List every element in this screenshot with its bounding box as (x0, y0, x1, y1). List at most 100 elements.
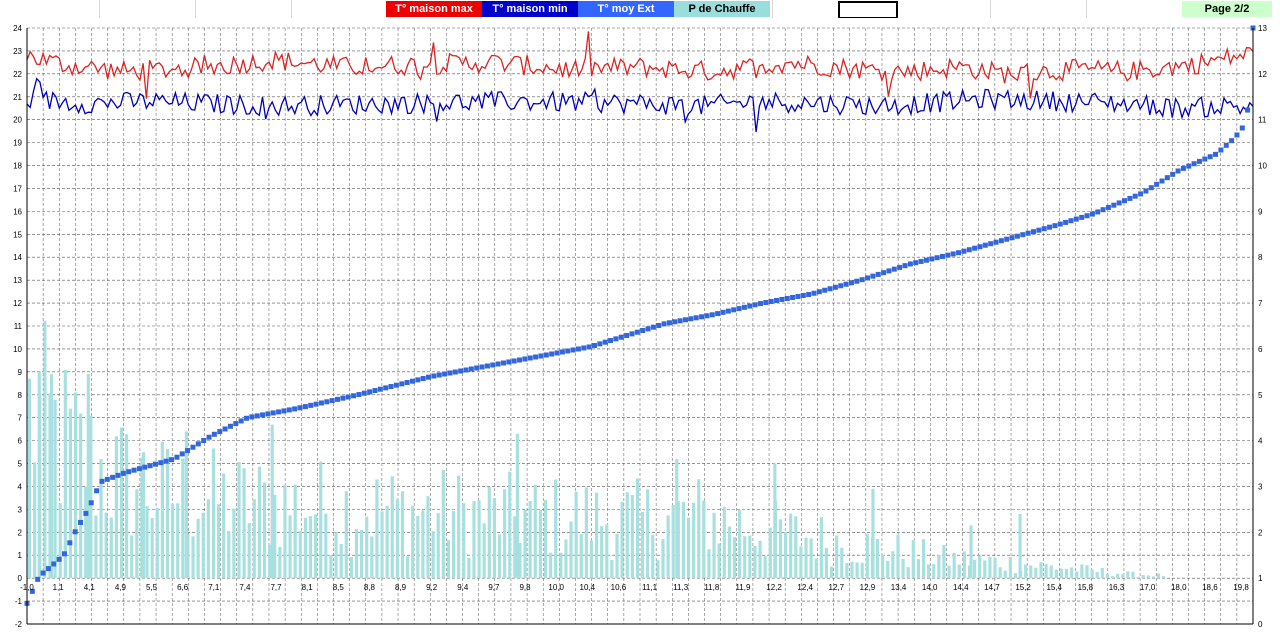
heating-bar (135, 489, 139, 579)
ext-temp-point (468, 366, 474, 372)
ext-temp-point (934, 255, 940, 261)
ext-temp-point (83, 510, 89, 516)
ext-temp-point (61, 551, 67, 557)
column-divider (99, 0, 100, 18)
heating-bar (1116, 573, 1120, 579)
ext-temp-point (613, 336, 619, 342)
ext-temp-point (966, 247, 972, 253)
heating-bar (141, 452, 146, 579)
heating-bar (850, 561, 854, 579)
ext-temp-point (1009, 235, 1015, 241)
ext-temp-point (1100, 207, 1106, 213)
left-axis-tick-label: 5 (18, 460, 23, 469)
ext-temp-point (393, 382, 399, 388)
heating-bar (1156, 573, 1161, 579)
ext-temp-point (1079, 214, 1085, 220)
x-axis-tick-label: 17,0 (1140, 583, 1156, 592)
heating-bar (150, 518, 154, 579)
left-axis-tick-label: 10 (13, 345, 22, 354)
ext-temp-point (913, 260, 919, 266)
ext-temp-point (431, 373, 437, 379)
heating-bar (1075, 571, 1079, 579)
heating-bar (472, 501, 476, 579)
heating-bar (942, 544, 946, 579)
heating-bar (911, 539, 915, 579)
heating-bar (809, 538, 813, 579)
heating-bar (1029, 565, 1033, 579)
heating-bar (303, 517, 307, 579)
ext-temp-point (292, 406, 298, 412)
heating-bar (395, 499, 399, 579)
heating-bar (1162, 576, 1166, 579)
ext-temp-point (399, 381, 405, 387)
left-axis-tick-label: 3 (18, 505, 23, 514)
legend-min-temp: T° maison min (482, 1, 578, 17)
heating-bar (37, 371, 41, 579)
heating-bar (1003, 570, 1007, 579)
x-axis-tick-label: 12,2 (766, 583, 782, 592)
heating-bar (184, 431, 188, 579)
heating-bar (732, 537, 737, 579)
heating-bar (360, 529, 364, 579)
ext-temp-point (918, 258, 924, 264)
ext-temp-point (709, 312, 715, 318)
ext-temp-point (784, 295, 790, 301)
heating-bar (675, 458, 679, 579)
ext-temp-point (356, 392, 362, 398)
ext-temp-point (500, 360, 506, 366)
heating-bar (206, 499, 210, 579)
ext-temp-point (848, 280, 854, 286)
heating-bar (49, 374, 54, 579)
ext-temp-point (131, 467, 137, 473)
heating-bar (513, 516, 517, 579)
heating-bar (763, 555, 767, 579)
x-axis-tick-label: 8,5 (333, 583, 345, 592)
ext-temp-point (923, 257, 929, 263)
heating-bar (605, 524, 609, 579)
left-axis-tick-label: 2 (18, 528, 23, 537)
heating-bar (329, 554, 333, 579)
ext-temp-point (211, 431, 217, 437)
ext-temp-point (495, 361, 501, 367)
heating-bar (651, 535, 655, 579)
heating-bar (1049, 565, 1053, 579)
heating-bar (79, 413, 83, 579)
heating-bar (962, 551, 966, 579)
heating-bar (344, 491, 348, 579)
ext-temp-point (575, 346, 581, 352)
heating-bar (33, 462, 37, 579)
heating-bar (1059, 568, 1064, 579)
ext-temp-point (474, 365, 480, 371)
heating-bar (324, 513, 328, 579)
heating-bar (104, 512, 108, 579)
column-divider (772, 0, 773, 18)
ext-temp-point (1127, 195, 1133, 201)
heating-bar (1126, 571, 1130, 579)
heating-bar (824, 548, 829, 579)
ext-temp-point (859, 277, 865, 283)
ext-temp-point (420, 376, 426, 382)
heating-bar (564, 539, 568, 579)
ext-temp-point (1036, 227, 1042, 233)
x-axis-tick-label: 18,0 (1171, 583, 1187, 592)
legend-ext-temp: T° moy Ext (578, 1, 674, 17)
x-axis-tick-label: 7,7 (270, 583, 282, 592)
heating-bar (84, 486, 88, 579)
heating-bar (462, 503, 466, 579)
heating-bar (640, 511, 645, 579)
heating-bar (666, 515, 670, 579)
heating-bar (441, 470, 445, 579)
right-axis-tick-label: 3 (1258, 482, 1263, 491)
heating-bar (171, 503, 175, 579)
heating-bar (819, 517, 823, 579)
heating-bar (768, 527, 772, 579)
x-axis-tick-label: 7,1 (208, 583, 220, 592)
x-axis-tick-label: 10,0 (548, 583, 564, 592)
heating-bar (436, 513, 440, 579)
heating-bar (201, 512, 205, 579)
selected-cell[interactable] (838, 1, 898, 19)
heating-bar (242, 468, 246, 579)
ext-temp-point (731, 307, 737, 313)
ext-temp-point (656, 323, 662, 329)
ext-temp-point (1164, 175, 1170, 181)
